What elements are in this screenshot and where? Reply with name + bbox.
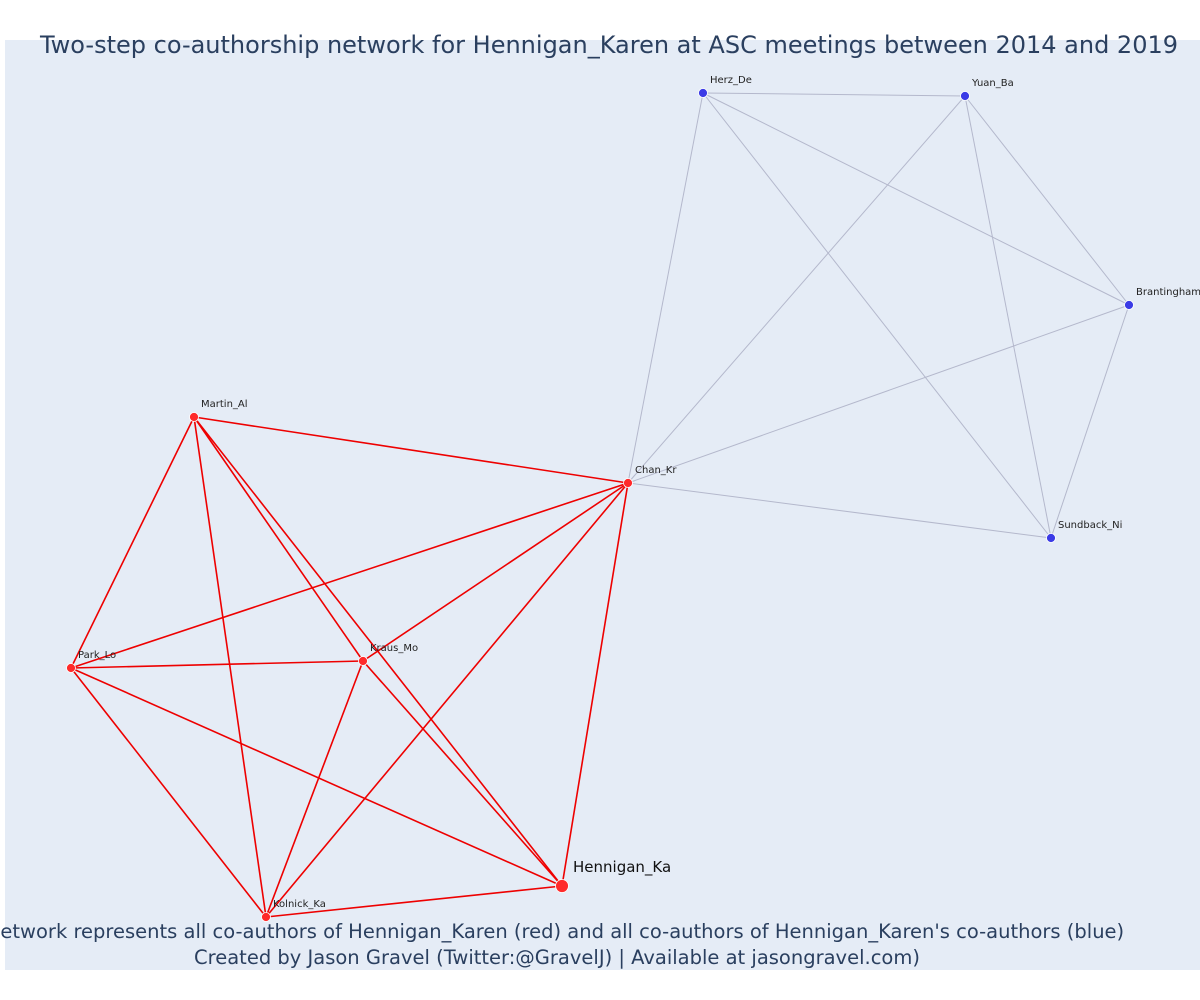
node-Park_Lo[interactable] bbox=[66, 663, 76, 673]
edge-Chan_Kr-Kolnick_Ka bbox=[265, 482, 629, 918]
node-Martin_Al[interactable] bbox=[189, 412, 199, 422]
node-label-Chan_Kr: Chan_Kr bbox=[635, 465, 677, 476]
node-label-Brantingham: Brantingham bbox=[1136, 287, 1200, 298]
figure-title: Two-step co-authorship network for Henni… bbox=[39, 31, 1178, 59]
edge-Herz_De-Brantingham bbox=[702, 92, 1130, 306]
edge-Martin_Al-Kolnick_Ka bbox=[193, 416, 267, 918]
edge-Kolnick_Ka-Hennigan_Ka bbox=[265, 885, 563, 918]
edge-Yuan_Ba-Chan_Kr bbox=[627, 95, 966, 484]
edge-Yuan_Ba-Sundback_Ni bbox=[964, 95, 1052, 539]
node-Yuan_Ba[interactable] bbox=[960, 91, 970, 101]
node-label-Sundback_Ni: Sundback_Ni bbox=[1058, 520, 1122, 531]
edge-Park_Lo-Kolnick_Ka bbox=[70, 667, 267, 918]
edge-Kraus_Mo-Hennigan_Ka bbox=[362, 660, 563, 887]
node-label-Kraus_Mo: Kraus_Mo bbox=[370, 643, 418, 654]
node-label-Herz_De: Herz_De bbox=[710, 75, 752, 86]
node-label-Yuan_Ba: Yuan_Ba bbox=[971, 78, 1014, 89]
node-label-Kolnick_Ka: Kolnick_Ka bbox=[273, 899, 326, 910]
node-Sundback_Ni[interactable] bbox=[1046, 533, 1056, 543]
node-Brantingham[interactable] bbox=[1124, 300, 1134, 310]
edge-Martin_Al-Kraus_Mo bbox=[193, 416, 364, 662]
edge-Kraus_Mo-Kolnick_Ka bbox=[265, 660, 364, 918]
node-label-Park_Lo: Park_Lo bbox=[78, 650, 116, 661]
node-label-Hennigan_Ka: Hennigan_Ka bbox=[573, 858, 671, 877]
edge-Chan_Kr-Hennigan_Ka bbox=[561, 482, 629, 887]
edge-Herz_De-Yuan_Ba bbox=[702, 92, 966, 97]
edge-Martin_Al-Hennigan_Ka bbox=[193, 416, 563, 887]
node-Kraus_Mo[interactable] bbox=[358, 656, 368, 666]
edge-Martin_Al-Park_Lo bbox=[70, 416, 195, 669]
edge-Park_Lo-Kraus_Mo bbox=[70, 660, 364, 669]
node-Hennigan_Ka[interactable] bbox=[555, 879, 569, 893]
caption-line-2: Created by Jason Gravel (Twitter:@Gravel… bbox=[194, 946, 920, 969]
edge-Yuan_Ba-Brantingham bbox=[964, 95, 1130, 306]
edge-Brantingham-Chan_Kr bbox=[627, 304, 1130, 484]
node-Kolnick_Ka[interactable] bbox=[261, 912, 271, 922]
edge-Park_Lo-Hennigan_Ka bbox=[70, 667, 563, 887]
edge-Chan_Kr-Park_Lo bbox=[70, 482, 629, 669]
edge-Chan_Kr-Martin_Al bbox=[193, 416, 629, 484]
labels-layer: Herz_De Yuan_Ba Brantingham Sundback_Ni Chan… bbox=[78, 75, 1200, 910]
node-Herz_De[interactable] bbox=[698, 88, 708, 98]
edge-Brantingham-Sundback_Ni bbox=[1050, 304, 1130, 539]
node-label-Martin_Al: Martin_Al bbox=[201, 399, 248, 410]
edge-Herz_De-Chan_Kr bbox=[627, 92, 704, 484]
node-Chan_Kr[interactable] bbox=[623, 478, 633, 488]
nodes-layer bbox=[66, 88, 1134, 922]
plot-background bbox=[5, 40, 1200, 970]
edge-Herz_De-Sundback_Ni bbox=[702, 92, 1052, 539]
edge-Chan_Kr-Kraus_Mo bbox=[362, 482, 629, 662]
caption-line-1: Network represents all co-authors of Hen… bbox=[0, 920, 1124, 943]
edges-layer bbox=[70, 92, 1130, 918]
edge-Sundback_Ni-Chan_Kr bbox=[627, 482, 1052, 539]
